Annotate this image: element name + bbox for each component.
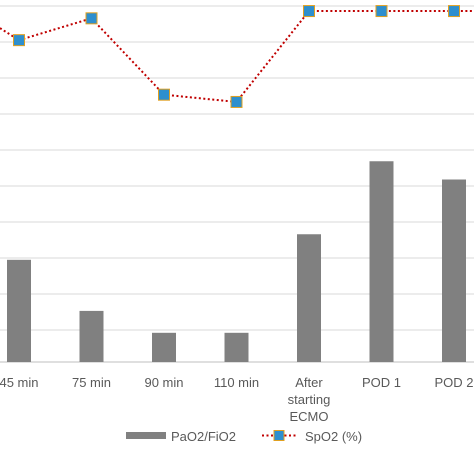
legend-label-spo2: SpO2 (%): [305, 429, 362, 444]
line-point: [230, 95, 243, 108]
x-tick-label: 90 min: [144, 375, 183, 390]
x-tick-label: 110 min: [214, 375, 259, 390]
line-point: [13, 34, 25, 47]
line-point: [158, 88, 170, 101]
x-tick-label: After starting ECMO: [288, 375, 331, 424]
legend-swatch-spo2-marker: [273, 430, 285, 441]
line-point: [448, 5, 460, 18]
legend-label-pao2-fio2: PaO2/FiO2: [171, 429, 236, 444]
bar: [79, 310, 104, 362]
x-tick-label: POD 1: [362, 375, 401, 390]
x-tick-label: POD 2: [434, 375, 473, 390]
x-tick-label: 75 min: [72, 375, 111, 390]
legend-swatch-pao2-fio2: [126, 432, 166, 439]
bar: [297, 234, 321, 362]
bar: [442, 179, 466, 362]
line-series-spo2: [0, 5, 474, 108]
bar: [369, 161, 394, 362]
bar-series-pao2-fio2: [7, 161, 466, 362]
bar: [7, 259, 31, 362]
line-point: [85, 12, 98, 25]
bar: [224, 332, 249, 362]
bar: [152, 332, 176, 362]
x-tick-label: 45 min: [0, 375, 39, 390]
x-axis-labels: 45 min 75 min 90 min 110 min After starting EC…: [0, 375, 474, 424]
line-point: [375, 5, 388, 18]
line-path: [18, 10, 474, 104]
line-point: [303, 5, 315, 18]
gridlines: [0, 5, 474, 363]
legend: PaO2/FiO2 SpO2 (%): [126, 429, 362, 444]
